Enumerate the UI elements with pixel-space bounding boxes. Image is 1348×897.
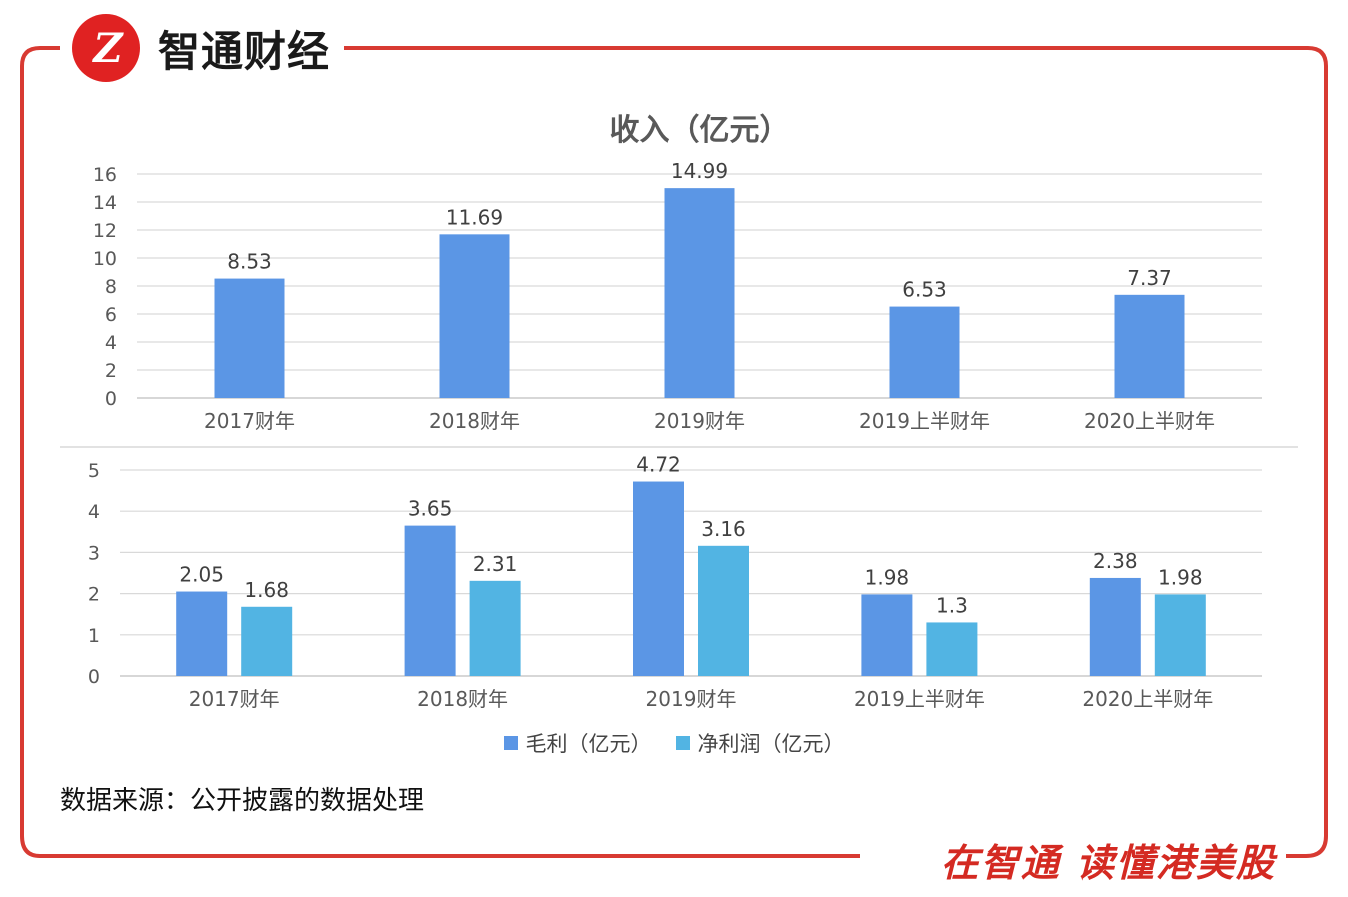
bar-value-label: 6.53 <box>902 278 947 302</box>
profit-chart-legend: 毛利（亿元） 净利润（亿元） <box>0 728 1348 758</box>
legend-swatch-net-profit <box>675 736 690 750</box>
y-tick-label: 4 <box>88 501 100 523</box>
x-tick-label: 2020上半财年 <box>1082 687 1213 711</box>
brand-logo: Z 智通财经 <box>62 8 345 88</box>
y-tick-label: 14 <box>93 192 117 214</box>
bar-primary <box>404 525 456 676</box>
bar-secondary <box>469 580 521 676</box>
bar-value-label: 2.05 <box>179 563 224 587</box>
bar-value-label: 14.99 <box>671 159 728 183</box>
bar-primary <box>664 188 735 398</box>
y-tick-label: 12 <box>93 220 117 242</box>
bar-primary <box>176 591 228 676</box>
y-tick-label: 10 <box>93 248 117 270</box>
bar-value-label: 1.68 <box>244 578 289 602</box>
x-tick-label: 2019上半财年 <box>854 687 985 711</box>
bar-primary <box>214 278 285 398</box>
legend-label-gross-profit: 毛利（亿元） <box>525 732 652 756</box>
frame-bottom-left <box>20 46 860 858</box>
x-tick-label: 2017财年 <box>189 687 280 711</box>
brand-slogan: 在智通 读懂港美股 <box>930 832 1286 887</box>
bar-secondary <box>241 606 293 676</box>
bar-value-label: 4.72 <box>636 453 681 477</box>
bar-value-label: 7.37 <box>1127 266 1172 290</box>
bar-value-label: 3.65 <box>408 497 453 521</box>
source-note: 数据来源：公开披露的数据处理 <box>60 786 425 816</box>
bar-primary <box>1089 577 1141 676</box>
bar-value-label: 1.98 <box>1158 565 1203 589</box>
bar-primary <box>861 594 913 676</box>
bar-value-label: 8.53 <box>227 250 272 274</box>
bar-secondary <box>1154 594 1206 676</box>
legend-swatch-gross-profit <box>503 736 518 750</box>
y-tick-label: 16 <box>93 164 117 186</box>
logo-mark-icon: Z <box>72 14 140 82</box>
y-tick-label: 1 <box>88 625 100 647</box>
bar-primary <box>439 234 510 398</box>
frame-top-right <box>340 46 1328 858</box>
bar-primary <box>1114 294 1185 398</box>
x-tick-label: 2019财年 <box>654 409 745 433</box>
y-tick-label: 6 <box>105 304 117 326</box>
bar-value-label: 2.31 <box>473 552 518 576</box>
bar-value-label: 1.98 <box>865 565 910 589</box>
brand-name: 智通财经 <box>158 26 331 76</box>
x-tick-label: 2017财年 <box>204 409 295 433</box>
bar-primary <box>633 481 684 676</box>
chart-title: 收入（亿元） <box>610 113 790 148</box>
bar-value-label: 11.69 <box>446 205 503 229</box>
y-tick-label: 0 <box>88 666 100 688</box>
y-tick-label: 2 <box>105 360 117 382</box>
legend-item-net-profit: 净利润（亿元） <box>675 728 845 758</box>
y-tick-label: 0 <box>105 388 117 410</box>
legend-item-gross-profit: 毛利（亿元） <box>503 728 652 758</box>
bar-secondary <box>926 622 978 676</box>
legend-label-net-profit: 净利润（亿元） <box>697 732 845 756</box>
bar-value-label: 1.3 <box>936 593 968 617</box>
x-tick-label: 2018财年 <box>417 687 508 711</box>
bar-secondary <box>698 545 749 676</box>
y-tick-label: 4 <box>105 332 117 354</box>
bar-value-label: 2.38 <box>1093 549 1138 573</box>
y-tick-label: 8 <box>105 276 117 298</box>
x-tick-label: 2020上半财年 <box>1084 409 1215 433</box>
y-tick-label: 2 <box>88 584 100 606</box>
y-tick-label: 5 <box>88 460 100 482</box>
x-tick-label: 2019上半财年 <box>859 409 990 433</box>
bar-primary <box>889 306 960 398</box>
x-tick-label: 2019财年 <box>646 687 737 711</box>
bar-value-label: 3.16 <box>701 517 746 541</box>
x-tick-label: 2018财年 <box>429 409 520 433</box>
y-tick-label: 3 <box>88 542 100 564</box>
